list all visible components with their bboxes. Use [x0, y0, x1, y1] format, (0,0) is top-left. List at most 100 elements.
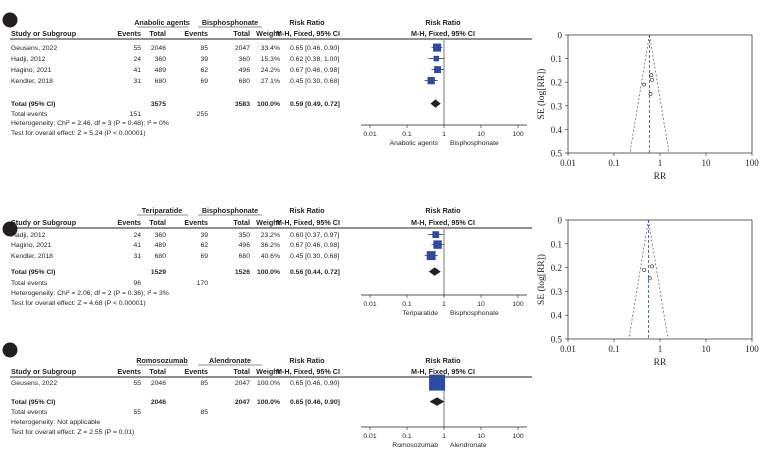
funnel-x-tick-label: 0.01 [560, 158, 576, 168]
study-ci-text: 0.65 [0.46, 0.90] [290, 380, 339, 387]
total-events-group1: 96 [133, 280, 141, 287]
study-marker [434, 66, 442, 74]
axis-tick-label: 0.01 [363, 131, 376, 138]
funnel-plot-b: 0 0.1 0.2 0.3 0.4 0.50.01 0.1 1 10 100 RR SE (log[R… [536, 216, 759, 369]
group1-header: Romosozumab [136, 356, 188, 365]
study-row: Geusens, 2022 55 2046 85 2047 100.0% 0.65 [0.4… [11, 374, 446, 391]
study-name: Hadji, 2012 [11, 56, 46, 63]
axis-tick-label: 0.01 [363, 301, 376, 308]
column-header: M-H, Fixed, 95% CI [276, 367, 340, 376]
axis-tick-label: 100 [512, 433, 524, 440]
study-ci-text: 0.45 [0.30, 0.68] [290, 253, 339, 260]
study-weight: 100.0% [257, 380, 280, 387]
funnel-ci-line-left [628, 219, 649, 340]
study-marker [432, 231, 440, 238]
column-header: M-H, Fixed, 95% CI [411, 367, 475, 376]
column-header: Study or Subgroup [11, 29, 77, 38]
study-marker [433, 240, 442, 249]
total-ci-text: 0.59 [0.49, 0.72] [290, 101, 340, 108]
total-group2: 2047 [235, 380, 250, 387]
funnel-y-tick-label: 0.4 [551, 311, 563, 321]
total-group2: 350 [239, 232, 251, 239]
study-row: Geusens, 2022 55 2046 85 2047 33.4% 0.65 [0.46… [11, 43, 443, 52]
study-marker [427, 76, 435, 85]
heterogeneity-text: Heterogeneity: Chi² = 2.06, df = 2 (P = … [11, 290, 169, 297]
study-ci-text: 0.67 [0.46, 0.98] [290, 242, 339, 249]
study-ci-text: 0.65 [0.46, 0.90] [290, 45, 339, 52]
group2-header: Bisphosphonate [202, 206, 258, 215]
funnel-y-tick-label: 0.2 [551, 78, 562, 88]
study-row: Kendler, 2018 31 680 69 680 40.6% 0.45 [0.30, … [11, 251, 438, 261]
column-header: Total [233, 218, 250, 227]
total-group2: 680 [239, 78, 251, 85]
funnel-x-tick-label: 1 [658, 344, 663, 354]
total-n1: 3575 [151, 101, 166, 108]
overall-effect-text: Test for overall effect: Z = 5.24 (P < 0… [11, 130, 146, 137]
column-header: Events [117, 218, 141, 227]
total-n1: 2046 [151, 399, 166, 406]
events-group2: 62 [200, 242, 208, 249]
funnel-ci-line-left [629, 34, 650, 154]
study-name: Geusens, 2022 [11, 380, 57, 387]
funnel-y-tick-label: 0.3 [551, 101, 563, 111]
funnel-point [648, 92, 653, 96]
forest-panel-c: C Romosozumab Alendronate Risk Ratio Risk Ra… [2, 342, 532, 449]
events-group1: 55 [133, 45, 141, 52]
column-header: Events [184, 218, 208, 227]
favours-left-label: Anabolic agents [390, 140, 439, 147]
events-group2: 39 [200, 56, 208, 63]
funnel-y-tick-label: 0.3 [551, 287, 563, 297]
group2-header: Alendronate [209, 356, 251, 365]
column-header: Events [184, 367, 208, 376]
axis-tick-label: 0.1 [402, 433, 412, 440]
column-header: Total [149, 367, 166, 376]
panel-label: A [6, 16, 13, 27]
risk-ratio-header: Risk Ratio [289, 206, 325, 215]
funnel-ci-line-right [648, 219, 669, 340]
axis-tick-label: 100 [512, 131, 524, 138]
column-header: Events [184, 29, 208, 38]
total-n2: 1526 [235, 269, 250, 276]
study-marker [433, 55, 440, 62]
study-row: Hagino, 2021 41 489 62 496 36.2% 0.67 [0.46, 0… [11, 240, 444, 249]
study-name: Hagino, 2021 [11, 67, 52, 74]
column-header: Total [149, 218, 166, 227]
events-group2: 62 [200, 67, 208, 74]
column-header: Weight [256, 218, 280, 227]
column-header: Total [233, 29, 250, 38]
total-group1: 360 [155, 56, 167, 63]
study-weight: 33.4% [261, 45, 280, 52]
total-events-group1: 151 [130, 111, 142, 118]
axis-tick-label: 1 [442, 131, 446, 138]
total-group1: 489 [155, 242, 167, 249]
events-group1: 24 [133, 56, 141, 63]
panel-label: C [6, 346, 13, 357]
total-events-group2: 170 [197, 280, 209, 287]
events-group2: 39 [200, 232, 208, 239]
funnel-y-tick-label: 0.4 [551, 125, 563, 135]
total-label: Total (95% CI) [11, 399, 55, 406]
heterogeneity-text: Heterogeneity: Not applicable [11, 419, 100, 426]
funnel-point [650, 77, 654, 82]
funnel-point [642, 82, 646, 87]
study-weight: 24.2% [261, 67, 280, 74]
axis-tick-label: 0.01 [363, 433, 376, 440]
study-name: Kendler, 2018 [11, 78, 53, 85]
group2-header: Bisphosphonate [202, 18, 258, 27]
total-group1: 489 [155, 67, 167, 74]
favours-left-label: Romosozumab [392, 442, 438, 449]
study-name: Hadji, 2012 [11, 232, 46, 239]
pooled-diamond [428, 267, 441, 276]
axis-tick-label: 10 [477, 301, 485, 308]
funnel-x-tick-label: 100 [745, 344, 759, 354]
funnel-y-tick-label: 0.2 [551, 263, 562, 273]
study-marker [426, 251, 436, 261]
total-label: Total (95% CI) [11, 101, 55, 108]
favours-left-label: Teriparatide [402, 310, 438, 317]
study-ci-text: 0.62 [0.38, 1.00] [290, 56, 339, 63]
risk-ratio-header: Risk Ratio [289, 18, 325, 27]
total-events-group2: 85 [200, 409, 208, 416]
funnel-y-tick-label: 0.1 [551, 239, 562, 249]
events-group1: 31 [133, 253, 141, 260]
risk-ratio-header: Risk Ratio [289, 356, 325, 365]
